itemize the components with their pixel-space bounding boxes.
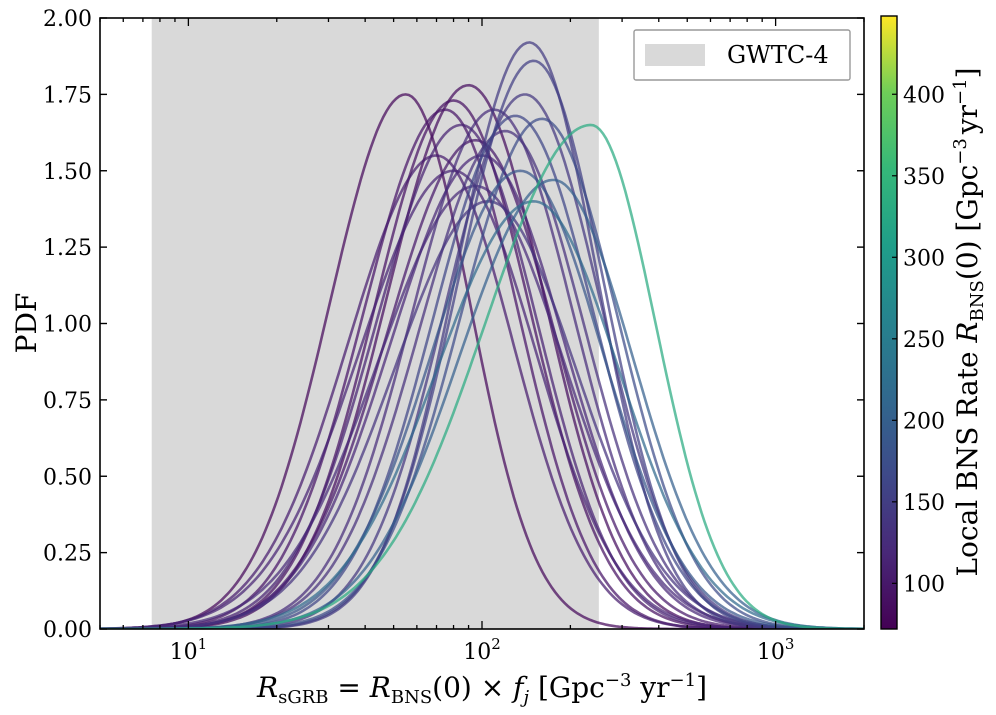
colorbar-tick-label: 250	[903, 328, 945, 353]
pdf-curve	[100, 199, 864, 629]
pdf-curve	[100, 169, 864, 629]
colorbar-tick-label: 100	[903, 572, 945, 597]
y-axis-ticks: 0.00 0.25 0.50 0.75 1.00 1.25 1.50 1.75 2.00	[43, 7, 864, 643]
colorbar-ticks: 100 150 200 250 300 350 400	[892, 83, 945, 597]
colorbar-tick-label: 400	[903, 83, 945, 108]
pdf-curves	[100, 41, 864, 629]
x-axis-ticks: 101 102 103	[99, 18, 865, 665]
y-tick-label: 0.50	[43, 465, 92, 490]
x-tick-label: 101	[170, 635, 208, 665]
legend-swatch	[645, 44, 705, 66]
colorbar-tick-label: 150	[903, 491, 945, 516]
y-tick-label: 1.25	[43, 236, 92, 261]
x-axis-label: RsGRB = RBNS(0) × fj [Gpc−3 yr−1]	[256, 670, 707, 708]
y-tick-label: 0.75	[43, 389, 92, 414]
pdf-curve	[100, 123, 864, 629]
y-tick-label: 1.50	[43, 160, 92, 185]
y-tick-label: 2.00	[43, 7, 92, 32]
y-tick-label: 1.75	[43, 83, 92, 108]
legend: GWTC-4	[633, 29, 851, 81]
x-tick-label: 102	[463, 635, 501, 665]
y-tick-label: 0.25	[43, 542, 92, 567]
pdf-curve	[100, 93, 864, 629]
x-tick-label: 103	[757, 635, 795, 665]
colorbar-tick-label: 200	[903, 409, 945, 434]
y-axis-label: PDF	[10, 293, 43, 354]
legend-label: GWTC-4	[727, 41, 829, 69]
colorbar-label: Local BNS Rate RBNS(0) [Gpc−3yr−1]	[950, 67, 988, 576]
legend-box	[633, 29, 851, 81]
y-tick-label: 0.00	[43, 618, 92, 643]
colorbar-tick-label: 300	[903, 246, 945, 271]
colorbar	[880, 15, 898, 630]
y-tick-label: 1.00	[43, 313, 92, 338]
colorbar-tick-label: 350	[903, 165, 945, 190]
